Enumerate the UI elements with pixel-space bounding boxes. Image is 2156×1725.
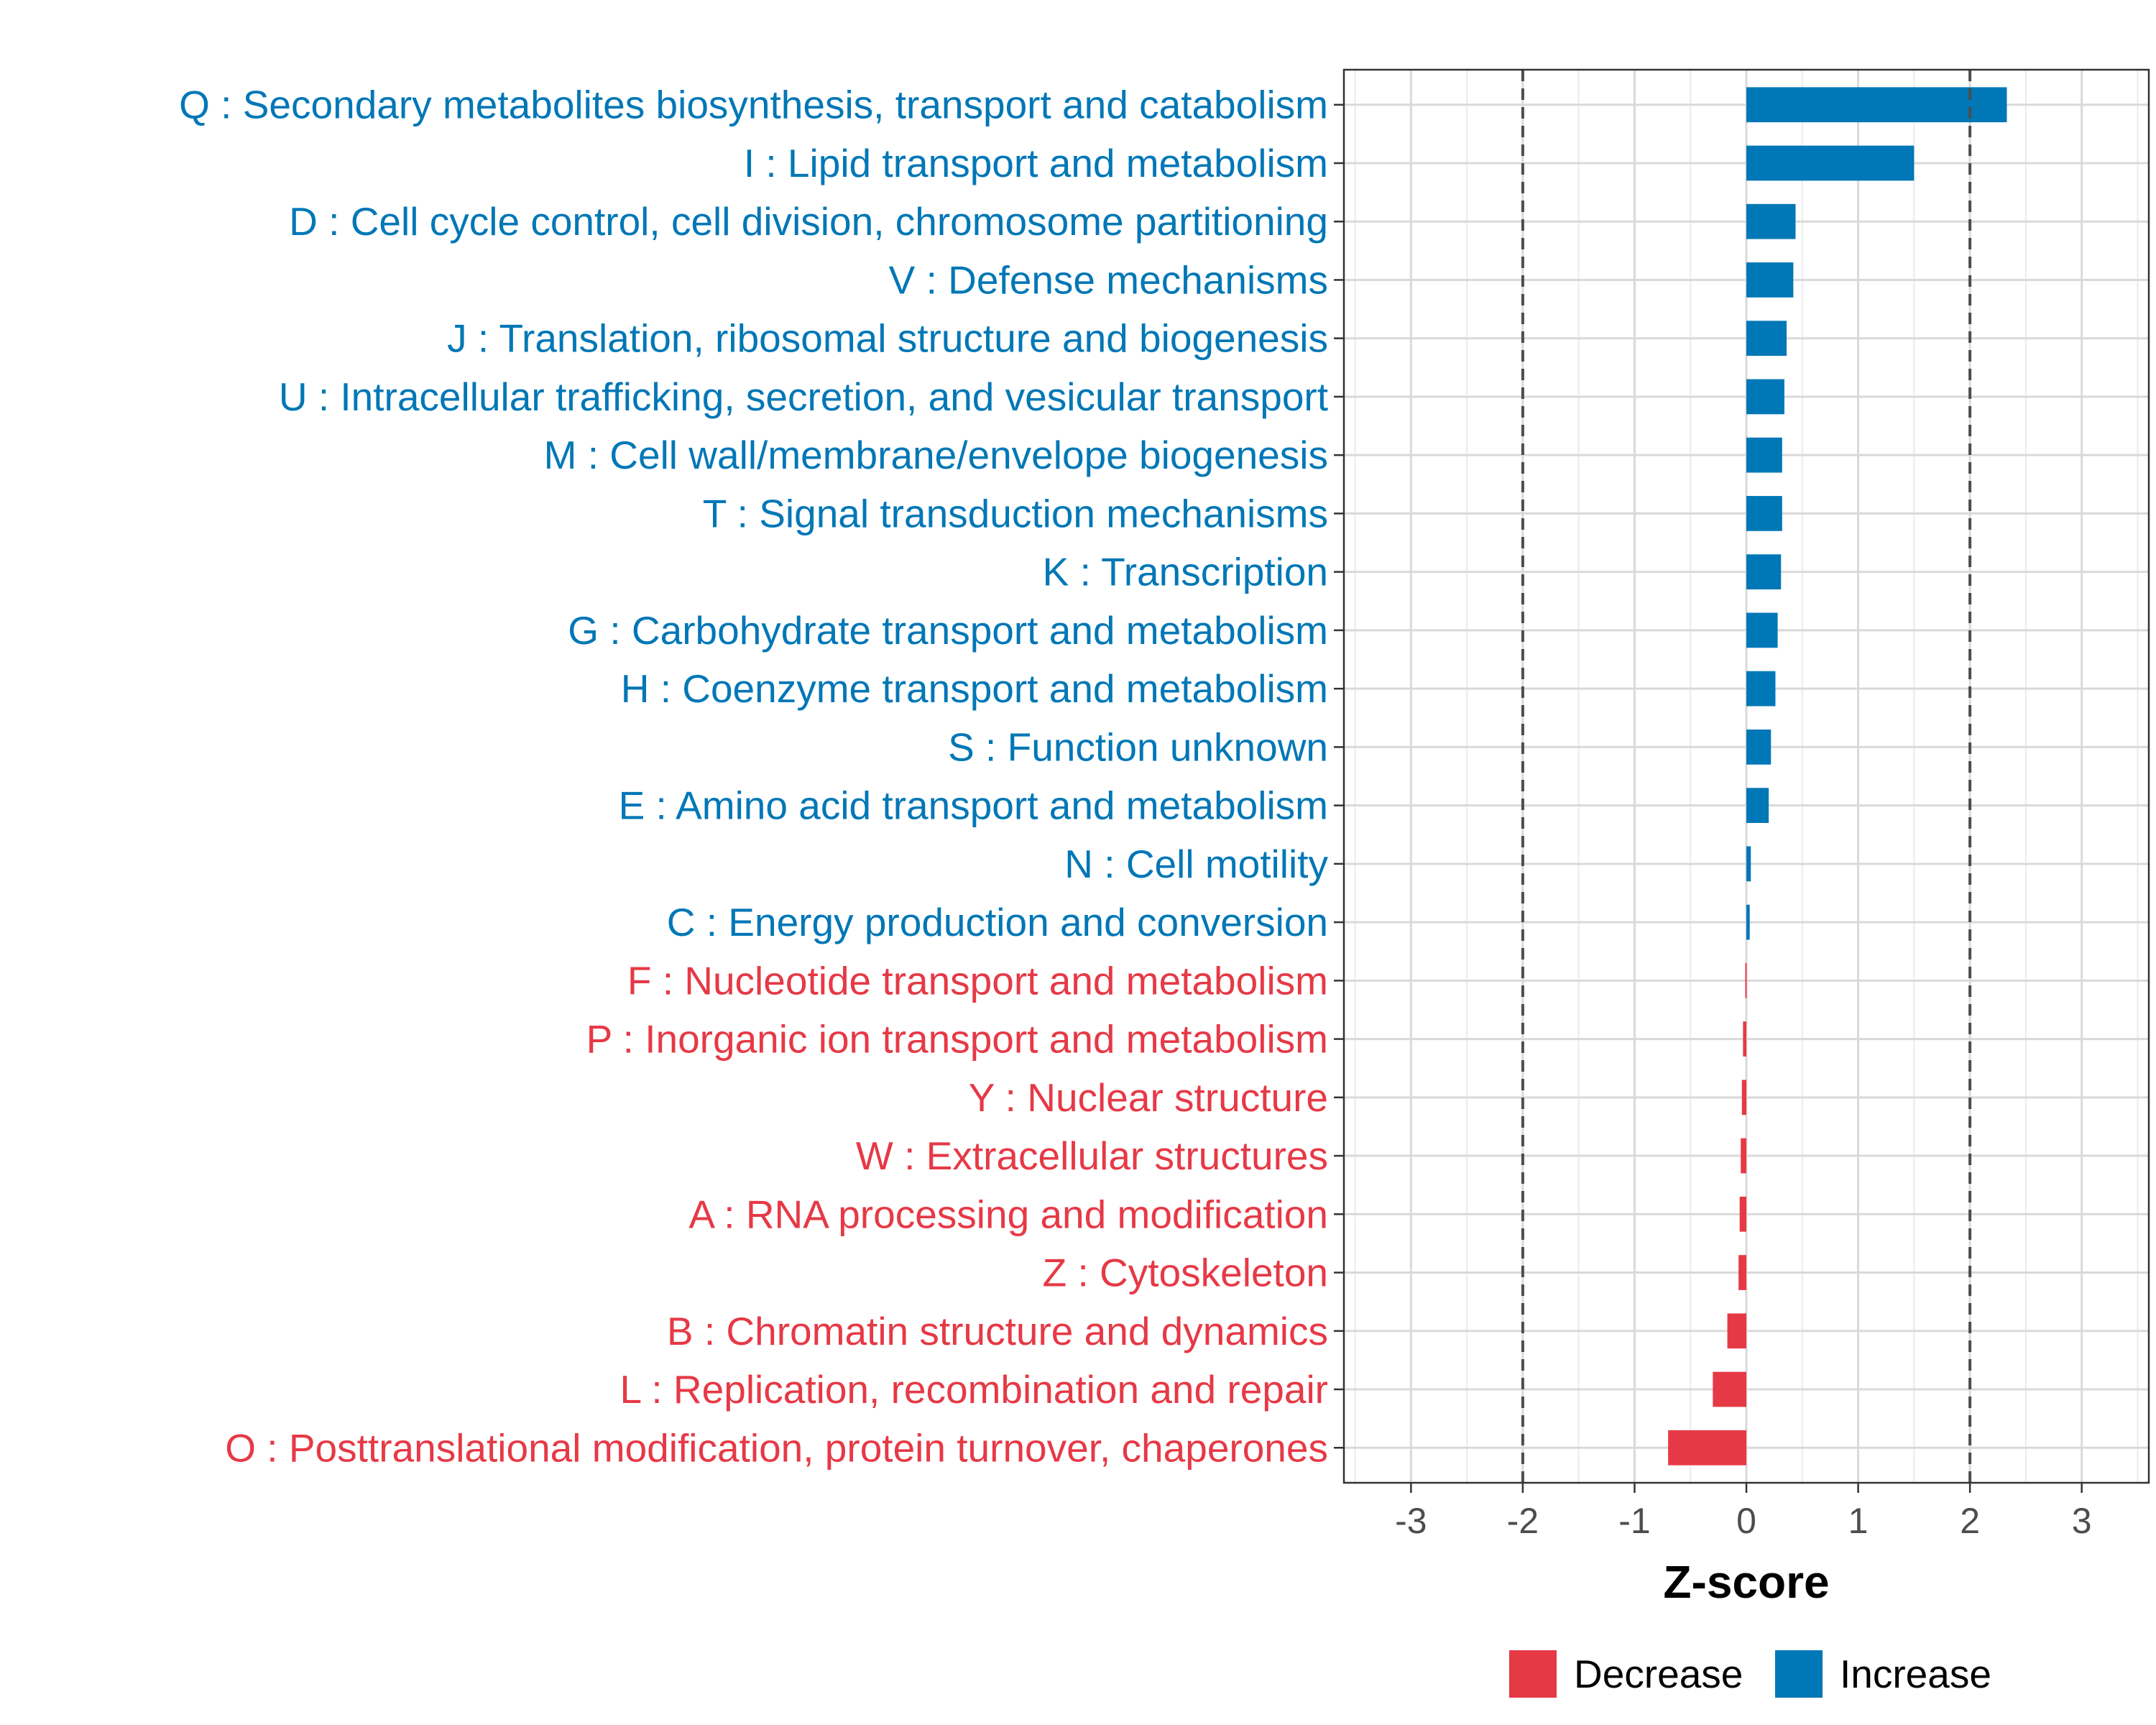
category-label: Q : Secondary metabolites biosynthesis, … (179, 83, 1328, 127)
category-label: Z : Cytoskeleton (1043, 1251, 1328, 1295)
category-label: M : Cell wall/membrane/envelope biogenes… (544, 433, 1328, 477)
category-label: U : Intracellular trafficking, secretion… (279, 374, 1328, 419)
bar-w (1741, 1138, 1746, 1174)
legend-label-increase: Increase (1840, 1652, 1991, 1696)
bar-s (1746, 730, 1772, 765)
category-label: D : Cell cycle control, cell division, c… (289, 199, 1328, 244)
bar-v (1746, 262, 1794, 298)
category-label: O : Posttranslational modification, prot… (225, 1425, 1328, 1470)
category-label: S : Function unknown (948, 724, 1328, 769)
bar-k (1746, 554, 1782, 590)
category-label: V : Defense mechanisms (889, 257, 1328, 302)
bar-h (1746, 671, 1776, 707)
bar-c (1746, 904, 1750, 940)
x-tick-label: -3 (1395, 1501, 1427, 1541)
bar-e (1746, 788, 1769, 823)
category-label: N : Cell motility (1064, 842, 1328, 886)
category-label: E : Amino acid transport and metabolism (619, 783, 1328, 828)
category-label: K : Transcription (1043, 550, 1328, 594)
category-label: F : Nucleotide transport and metabolism (627, 958, 1328, 1003)
category-label: G : Carbohydrate transport and metabolis… (568, 608, 1328, 653)
x-tick-label: -2 (1507, 1501, 1539, 1541)
bar-n (1746, 846, 1751, 882)
bar-u (1746, 379, 1784, 415)
y-axis-ticks (1334, 104, 1344, 1449)
bar-g (1746, 612, 1778, 648)
bar-f (1745, 962, 1747, 998)
bar-m (1746, 437, 1782, 473)
x-axis-title: Z-score (1663, 1556, 1829, 1608)
category-label: J : Translation, ribosomal structure and… (447, 316, 1328, 361)
bar-p (1743, 1021, 1746, 1057)
legend-swatch-increase (1775, 1650, 1823, 1698)
category-labels: Q : Secondary metabolites biosynthesis, … (179, 83, 1328, 1471)
x-tick-label: 3 (2072, 1501, 2092, 1541)
bar-j (1746, 321, 1787, 356)
category-label: Y : Nuclear structure (969, 1075, 1328, 1120)
bar-o (1668, 1430, 1746, 1466)
category-label: T : Signal transduction mechanisms (703, 491, 1328, 535)
bar-t (1746, 496, 1782, 531)
bars (1668, 87, 2007, 1466)
x-tick-label: 1 (1848, 1501, 1869, 1541)
x-tick-label: 2 (1960, 1501, 1980, 1541)
bar-d (1746, 203, 1796, 239)
threshold-lines (1521, 70, 1972, 1483)
bar-z (1738, 1255, 1746, 1290)
legend-label-decrease: Decrease (1574, 1652, 1743, 1696)
x-axis-ticks: -3 -2 -1 0 1 2 3 (1395, 1483, 2092, 1541)
category-label: W : Extracellular structures (856, 1133, 1328, 1178)
legend-swatch-decrease (1509, 1650, 1557, 1698)
category-label: C : Energy production and conversion (667, 900, 1328, 944)
bar-a (1739, 1196, 1746, 1232)
category-label: B : Chromatin structure and dynamics (667, 1309, 1328, 1353)
x-tick-label: 0 (1736, 1501, 1756, 1541)
bar-y (1741, 1080, 1746, 1116)
category-label: P : Inorganic ion transport and metaboli… (586, 1017, 1328, 1062)
bar-l (1713, 1371, 1746, 1407)
category-label: H : Coenzyme transport and metabolism (621, 666, 1328, 711)
category-label: I : Lipid transport and metabolism (744, 141, 1328, 185)
category-label: A : RNA processing and modification (688, 1192, 1328, 1236)
category-label: L : Replication, recombination and repai… (620, 1367, 1328, 1412)
x-tick-label: -1 (1618, 1501, 1650, 1541)
bar-q (1746, 87, 2007, 123)
bar-i (1746, 145, 1915, 181)
legend: Decrease Increase (1509, 1650, 1991, 1698)
bar-b (1727, 1313, 1746, 1349)
